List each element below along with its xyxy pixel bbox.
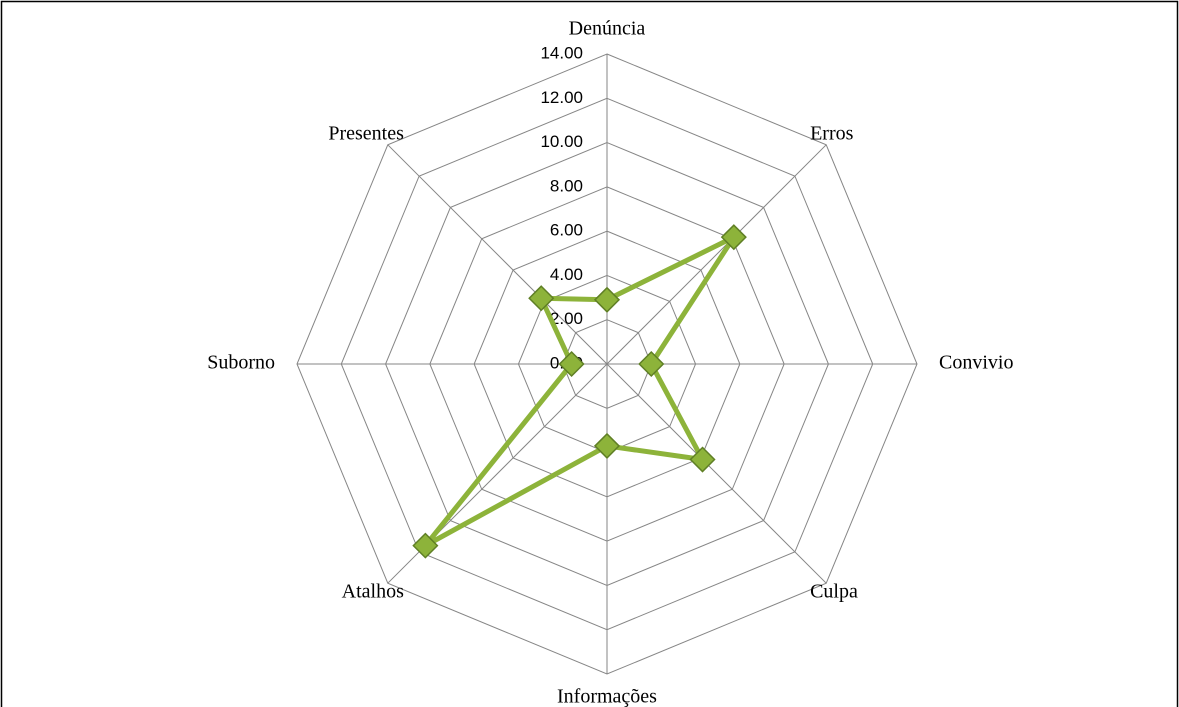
category-label: Culpa bbox=[810, 581, 858, 603]
marker bbox=[558, 350, 585, 378]
marker bbox=[638, 350, 665, 378]
tick-label: 6.00 bbox=[550, 221, 583, 240]
tick-label: 14.00 bbox=[540, 43, 583, 62]
marker bbox=[720, 224, 747, 251]
category-label: Informações bbox=[557, 686, 657, 707]
marker bbox=[593, 286, 621, 313]
category-label: Denúncia bbox=[569, 18, 646, 40]
spoke bbox=[606, 363, 827, 584]
marker bbox=[593, 432, 621, 459]
spoke bbox=[387, 144, 608, 365]
category-label: Erros bbox=[810, 122, 854, 144]
marker bbox=[528, 285, 555, 312]
category-label: Convivio bbox=[939, 352, 1013, 374]
category-label: Presentes bbox=[328, 122, 404, 144]
tick-label: 8.00 bbox=[550, 176, 583, 195]
marker bbox=[689, 446, 716, 473]
category-label: Atalhos bbox=[342, 581, 404, 603]
tick-label: 12.00 bbox=[540, 88, 583, 107]
marker bbox=[412, 532, 439, 559]
tick-label: 4.00 bbox=[550, 265, 583, 284]
tick-label: 2.00 bbox=[550, 309, 583, 328]
category-label: Suborno bbox=[207, 352, 275, 374]
tick-label: 10.00 bbox=[540, 132, 583, 151]
spoke bbox=[606, 144, 827, 365]
